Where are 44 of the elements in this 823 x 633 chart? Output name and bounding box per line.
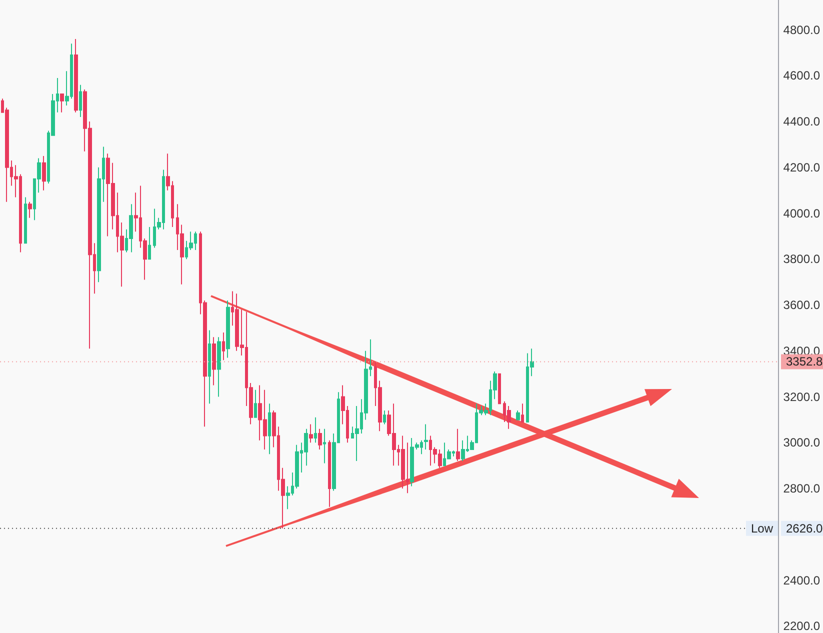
- candlestick: [74, 38, 78, 113]
- y-tick-label: 4600.0: [783, 68, 820, 83]
- y-tick-label: 4000.0: [783, 206, 820, 220]
- candlestick: [217, 336, 221, 398]
- ref-line-label: 3352.8: [786, 354, 823, 369]
- y-tick-label: 4400.0: [783, 114, 820, 129]
- candlestick: [521, 403, 524, 422]
- candlestick: [208, 330, 211, 404]
- annotation: Low: [750, 521, 774, 536]
- y-tick-label: 2200.0: [783, 619, 820, 633]
- candlestick: [148, 226, 151, 260]
- candlestick: [516, 410, 520, 420]
- candlestick: [24, 196, 27, 244]
- y-tick-label: 3000.0: [783, 436, 820, 450]
- candlestick: [424, 424, 428, 450]
- candlestick: [323, 428, 326, 464]
- candlestick: [328, 440, 331, 508]
- candlestick: [129, 204, 133, 253]
- candlestick: [383, 410, 386, 425]
- y-tick-label: 2400.0: [783, 573, 820, 588]
- y-tick-label: 4800.0: [783, 22, 820, 37]
- candlestick: [226, 300, 230, 358]
- candlestick: [309, 424, 313, 444]
- candlestick: [79, 84, 82, 118]
- y-tick-label: 3200.0: [783, 390, 820, 404]
- candlestick: [461, 440, 465, 462]
- candlestick: [28, 201, 32, 218]
- candlestick: [318, 428, 322, 450]
- y-tick-label: 3800.0: [783, 252, 820, 266]
- y-tick-label: 4200.0: [783, 160, 820, 174]
- y-tick-label: 3600.0: [783, 298, 820, 312]
- candlestick: [60, 94, 64, 113]
- candlestick: [42, 155, 46, 191]
- candlestick: [507, 405, 511, 430]
- candlestick: [254, 389, 257, 418]
- candlestick: [498, 373, 501, 404]
- candlestick: [222, 332, 225, 361]
- y-tick-label: 2800.0: [783, 482, 820, 496]
- candlestick: [268, 403, 271, 455]
- candlestick: [314, 416, 317, 444]
- candlestick: [212, 336, 216, 386]
- candlestick: [401, 435, 405, 490]
- candlestick: [456, 428, 460, 462]
- ref-line-label: 2626.0: [786, 521, 823, 536]
